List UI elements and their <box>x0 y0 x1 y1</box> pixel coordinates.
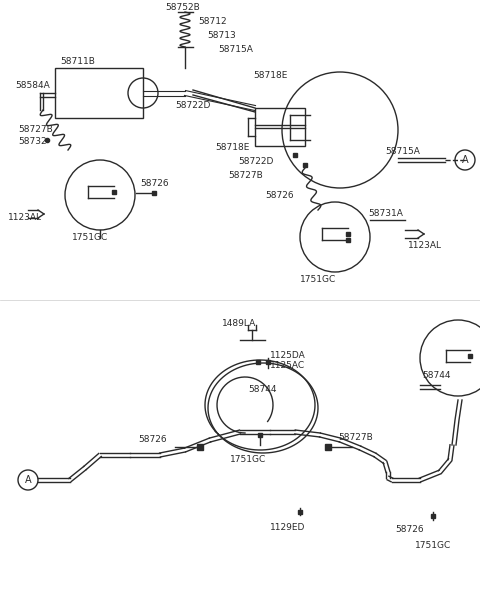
Text: 1751GC: 1751GC <box>415 540 451 550</box>
Text: 58731A: 58731A <box>368 209 403 218</box>
Text: 58732: 58732 <box>18 137 47 146</box>
Bar <box>255 108 305 146</box>
Text: 58726: 58726 <box>395 525 424 534</box>
Text: 1751GC: 1751GC <box>300 276 336 284</box>
Bar <box>55 68 143 118</box>
Text: 58744: 58744 <box>248 386 276 395</box>
Text: 1489LA: 1489LA <box>222 318 256 328</box>
Text: 58584A: 58584A <box>15 81 50 90</box>
Text: 58752B: 58752B <box>165 4 200 12</box>
Text: 58727B: 58727B <box>338 434 373 442</box>
Text: 58726: 58726 <box>138 436 167 445</box>
Text: 1129ED: 1129ED <box>270 523 305 533</box>
Text: 1125DA: 1125DA <box>270 351 306 359</box>
Text: A: A <box>24 475 31 485</box>
Text: 58715A: 58715A <box>385 148 420 157</box>
Text: 58713: 58713 <box>207 30 236 40</box>
Text: 1125AC: 1125AC <box>270 361 305 370</box>
Text: A: A <box>462 155 468 165</box>
Text: 58718E: 58718E <box>253 71 288 79</box>
Text: 58718E: 58718E <box>215 143 250 152</box>
Text: 58726: 58726 <box>140 179 168 187</box>
Text: 58722D: 58722D <box>175 101 210 110</box>
Text: 58744: 58744 <box>422 370 451 379</box>
Text: 58727B: 58727B <box>18 126 53 134</box>
Text: 1751GC: 1751GC <box>230 456 266 464</box>
Text: 1751GC: 1751GC <box>72 232 108 242</box>
Text: 58715A: 58715A <box>218 45 253 54</box>
Text: 58726: 58726 <box>265 192 294 201</box>
Text: 58727B: 58727B <box>228 171 263 181</box>
Text: 58711B: 58711B <box>60 57 95 66</box>
Text: 1123AL: 1123AL <box>408 240 442 249</box>
Text: 58722D: 58722D <box>238 157 274 167</box>
Text: 58712: 58712 <box>198 18 227 26</box>
Text: 1123AL: 1123AL <box>8 214 42 223</box>
